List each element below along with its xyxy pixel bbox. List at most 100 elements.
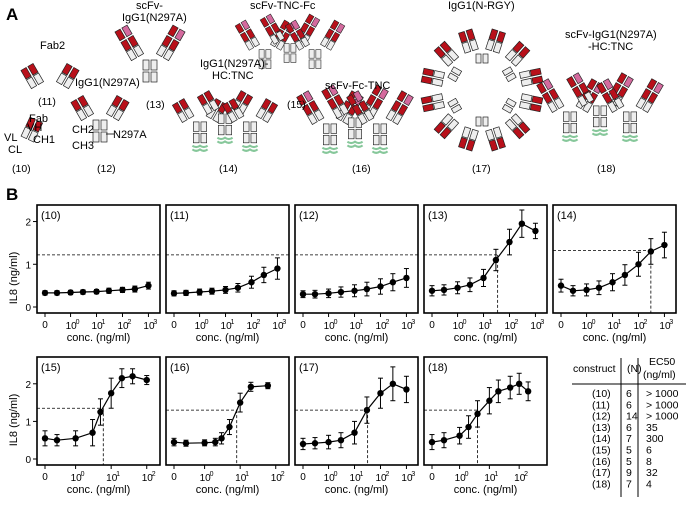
fc-domain [475, 116, 482, 127]
y-tick-label: 0 [25, 303, 31, 314]
tnc-coil [241, 144, 259, 152]
plot-frame [36, 356, 161, 466]
plot-frame [36, 204, 161, 314]
x-tick-label: 10 [504, 321, 516, 332]
fc-domain [323, 134, 330, 146]
fab-arm [433, 113, 460, 140]
fc-domain [283, 53, 290, 63]
fc-domain [308, 59, 315, 69]
variable-domain [439, 126, 452, 140]
variable-domain [25, 116, 36, 130]
variable-domain [465, 139, 476, 152]
label-id-11: (11) [38, 96, 56, 108]
fab-arm [196, 90, 220, 115]
constant-domain [112, 108, 125, 122]
data-point [67, 289, 74, 296]
variable-domain [531, 95, 544, 105]
variable-domain [518, 121, 531, 134]
x-tick-label: 0 [171, 320, 177, 331]
data-point [274, 265, 281, 272]
variable-domain [529, 103, 542, 113]
variable-domain [295, 28, 306, 40]
fc-domain [373, 134, 380, 146]
fab-arm [234, 19, 260, 51]
variable-domain [397, 103, 409, 116]
scfv-domain [167, 24, 179, 38]
label-scfv-tnc-fc: scFv-TNC-Fc [250, 0, 316, 12]
x-tick-label: 10 [375, 473, 387, 484]
data-point [107, 390, 115, 397]
data-point [212, 438, 219, 446]
label-scfv-fc-tnc: scFv-Fc-TNC [325, 80, 390, 92]
x-tick-label: 0 [300, 320, 306, 331]
variable-domain [242, 93, 254, 106]
fab-arm [320, 19, 346, 51]
data-point [41, 435, 49, 442]
x-tick-exponent: 0 [210, 471, 214, 478]
variable-domain [267, 101, 279, 114]
variable-domain [390, 100, 402, 113]
variable-domain [171, 101, 183, 114]
fab-schematic [20, 116, 44, 143]
data-point [440, 437, 448, 444]
fc-domain [150, 71, 158, 83]
table-cell-n: 9 [626, 467, 632, 479]
tnc-coil [346, 140, 364, 148]
fc-domain [200, 121, 207, 132]
variable-domain [301, 103, 313, 116]
x-tick-exponent: 1 [618, 319, 622, 326]
data-point [428, 438, 436, 446]
x-tick-exponent: 0 [81, 471, 85, 478]
data-point [118, 374, 126, 382]
variable-domain [68, 66, 80, 80]
x-tick-exponent: 2 [385, 319, 389, 326]
constant-domain [577, 94, 588, 107]
scfv-domain [296, 94, 307, 107]
constant-domain [313, 109, 325, 122]
constant-domain [25, 76, 38, 90]
data-point [143, 376, 150, 384]
x-tick-label: 10 [514, 473, 526, 484]
fab-arm [504, 40, 531, 67]
table-cell-n: 5 [626, 445, 632, 457]
variable-domain [221, 101, 233, 114]
x-axis-label: conc. (ng/ml) [325, 332, 389, 344]
table-cell-n: 6 [626, 422, 632, 434]
x-tick-label: 10 [350, 473, 362, 484]
fab-arm [420, 93, 445, 113]
scfv-domain [304, 13, 315, 25]
data-point [389, 380, 397, 387]
variable-domain [264, 25, 275, 37]
fab-arm [536, 78, 565, 113]
constant-domain [20, 126, 32, 140]
x-tick-label: 10 [235, 473, 247, 484]
data-point [182, 289, 190, 297]
data-point [129, 373, 136, 380]
data-point [377, 390, 384, 397]
antibody-schematic [259, 13, 321, 63]
data-point [119, 286, 126, 294]
variable-domain [305, 25, 316, 37]
data-point [311, 290, 319, 298]
antibody-schematic [221, 98, 279, 152]
antibody-schematic [20, 62, 80, 90]
fc-domain [218, 124, 225, 136]
label-igg1-nrgy: IgG1(N-RGY) [448, 0, 515, 12]
x-tick-exponent: 2 [643, 319, 647, 326]
constant-domain [553, 97, 565, 110]
data-point [440, 286, 448, 294]
hexamer-unit [458, 116, 506, 152]
data-point [609, 279, 616, 286]
x-axis-label: conc. (ng/ml) [196, 332, 260, 344]
fab-arm [596, 78, 625, 113]
table-header-ec50: EC50 [649, 356, 675, 368]
fc-domain [593, 105, 600, 116]
variable-domain [488, 139, 499, 152]
panel-id: (15) [41, 362, 61, 374]
table-cell-ec50: > 1000 [646, 399, 679, 411]
tnc-coil [191, 144, 209, 152]
x-tick-exponent: 1 [494, 471, 498, 478]
data-point [170, 290, 178, 297]
